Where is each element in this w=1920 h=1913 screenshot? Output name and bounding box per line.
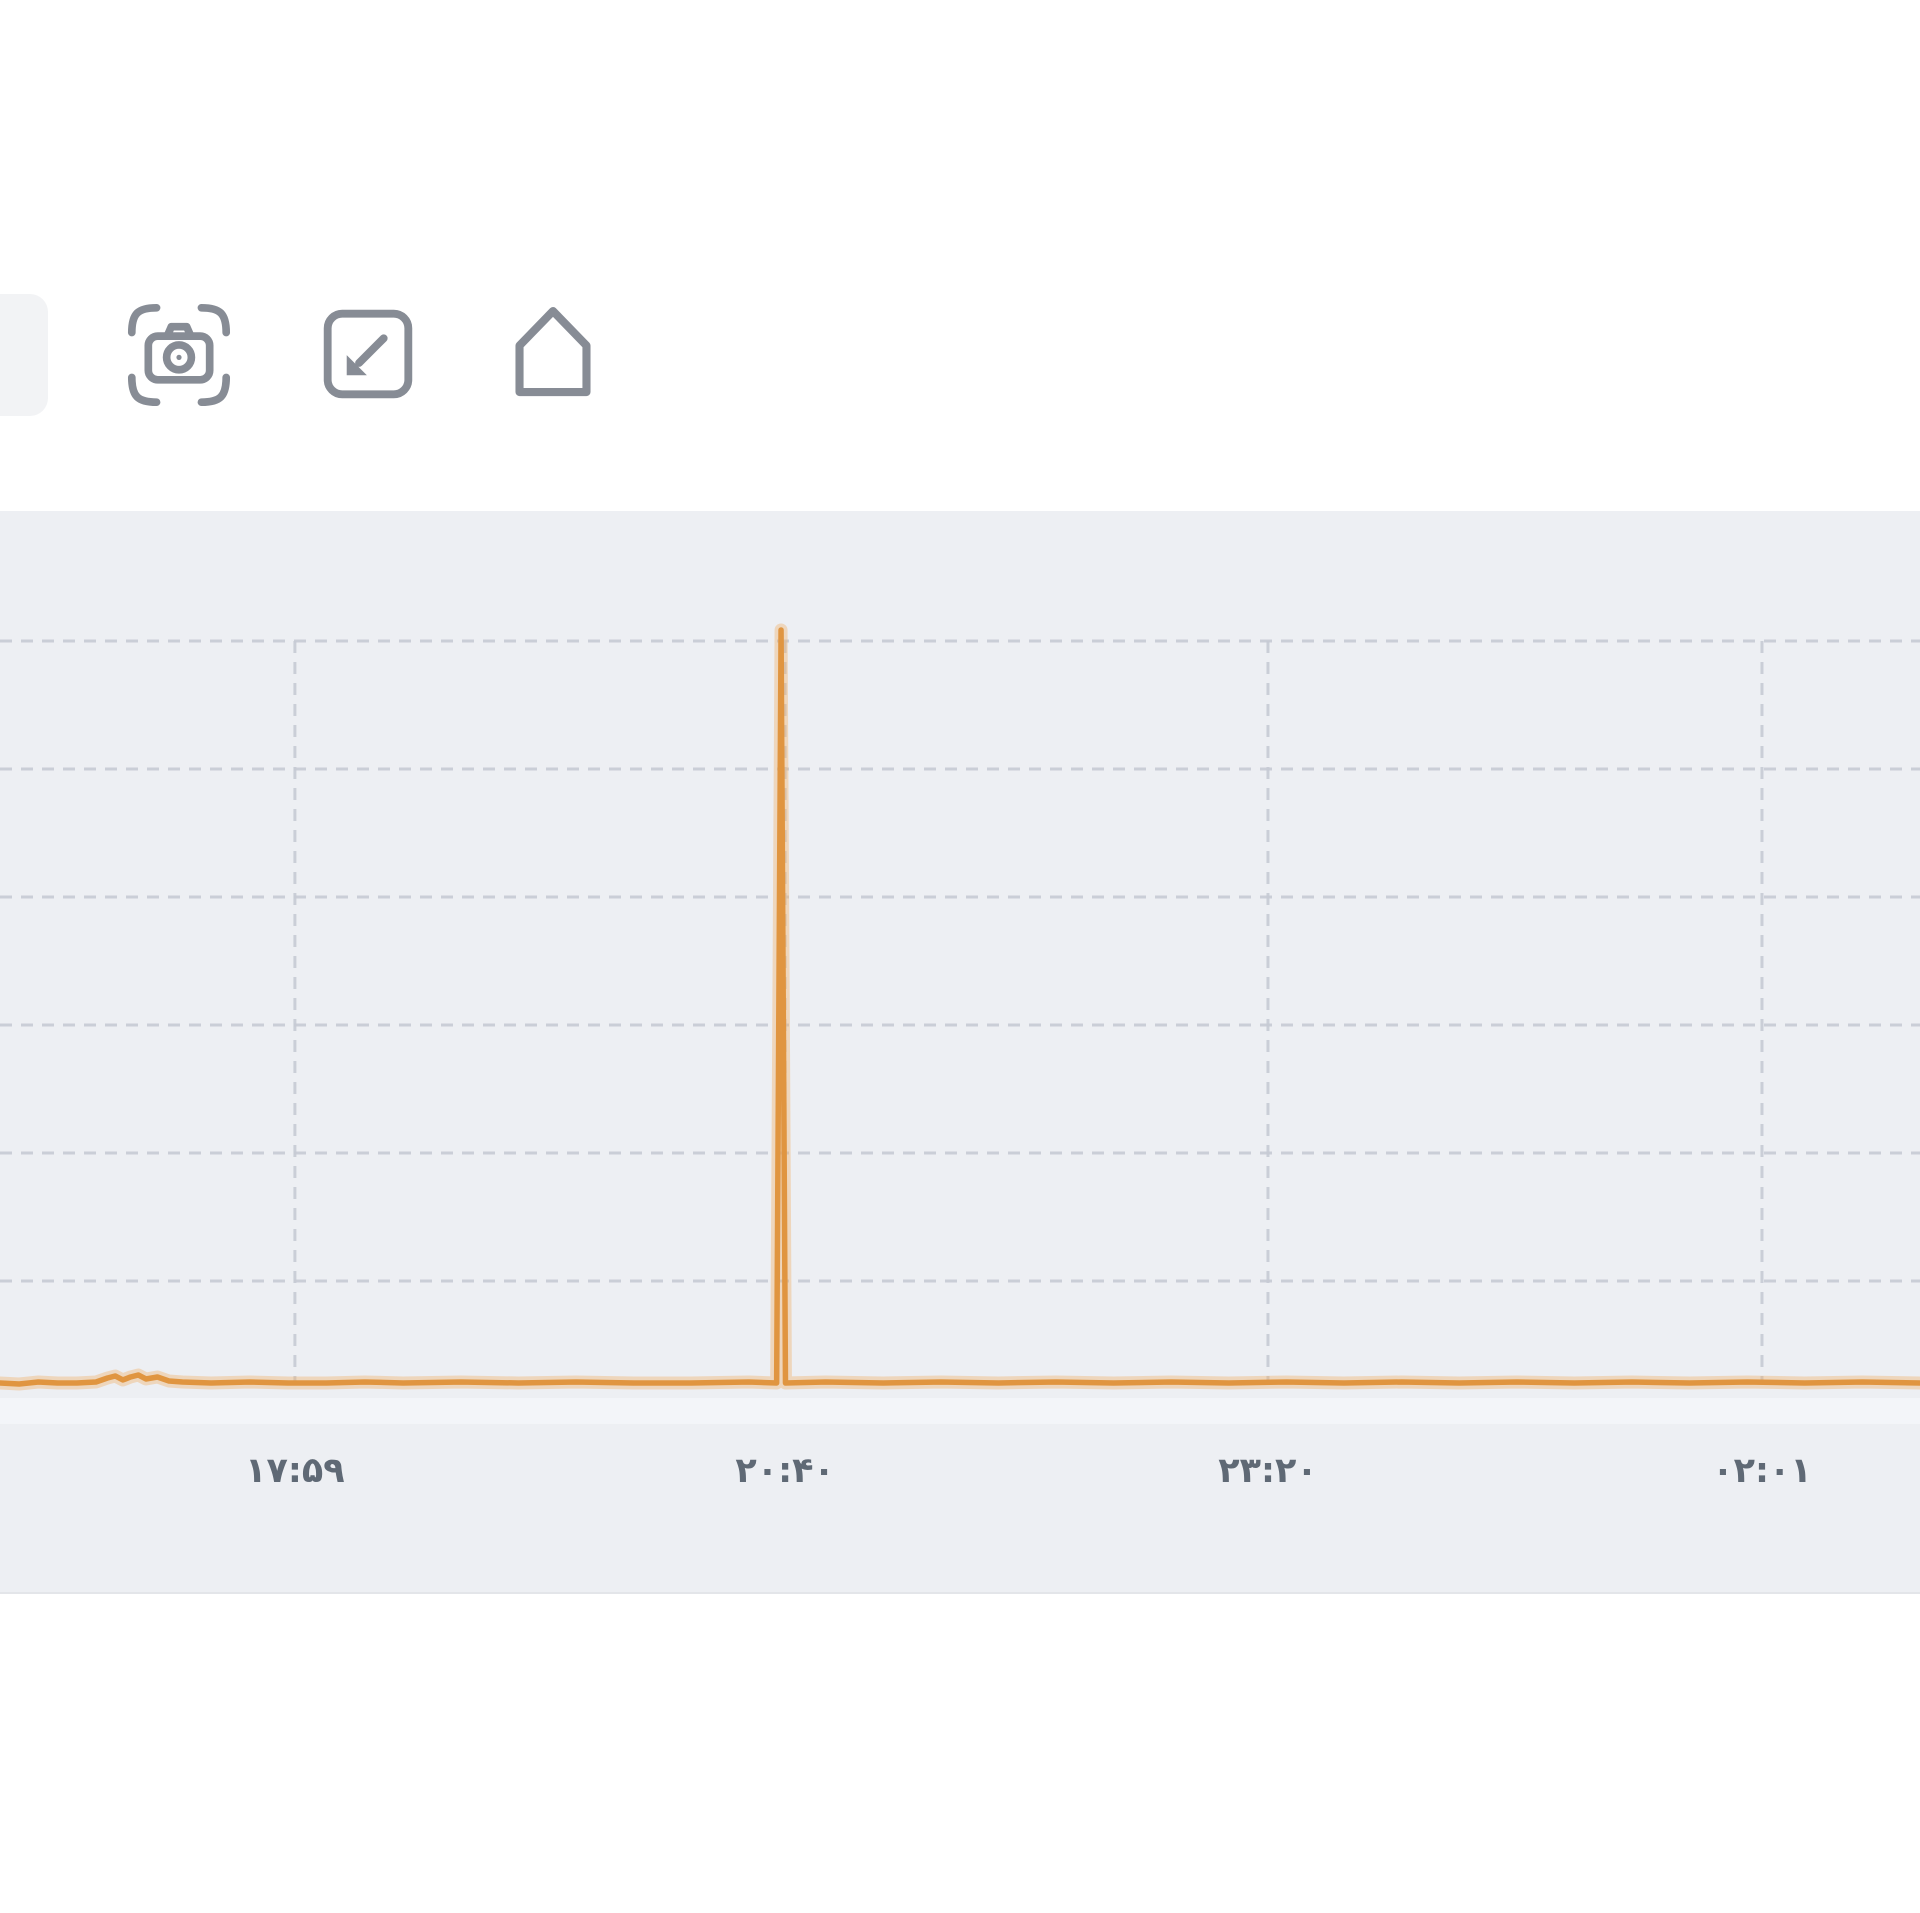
chart-panel[interactable]: ۱۷:۵۹ ۲۰:۴۰ ۲۳:۲۰ ۰۲:۰۱ (0, 511, 1920, 1594)
x-tick-label: ۱۷:۵۹ (245, 1451, 345, 1491)
capture-button[interactable] (112, 288, 246, 422)
camera-capture-icon (127, 303, 231, 407)
resize-button[interactable] (308, 294, 428, 414)
chart-toolbar (0, 0, 1920, 460)
series-line-glow (0, 623, 1920, 1391)
chart-canvas (0, 623, 1920, 1424)
x-tick-label: ۰۲:۰۱ (1712, 1451, 1812, 1491)
home-icon (515, 306, 591, 397)
partial-hidden-button[interactable] (0, 294, 48, 416)
home-button[interactable] (494, 292, 612, 410)
baseline-underglow (0, 1397, 1920, 1424)
resize-collapse-icon (323, 309, 413, 399)
series-line (0, 627, 1920, 1387)
x-tick-label: ۲۰:۴۰ (735, 1451, 835, 1491)
x-tick-label: ۲۳:۲۰ (1218, 1451, 1318, 1491)
